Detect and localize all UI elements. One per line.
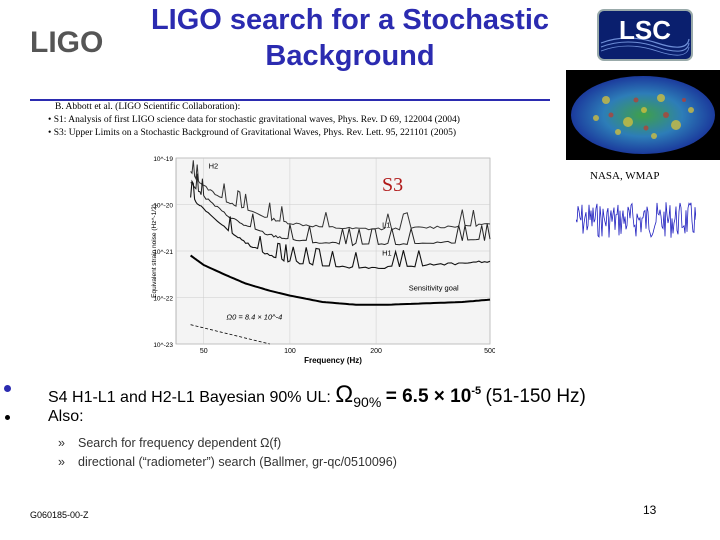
subitem-frequency-dependent: » Search for frequency dependent Ω(f) <box>58 436 281 450</box>
subitem-marker: » <box>58 436 65 450</box>
x-tick-label: 500 <box>484 348 495 355</box>
series-line-0 <box>190 160 491 231</box>
ligo-logo-text: LIGO <box>30 26 103 59</box>
reference-s3: • S3: Upper Limits on a Stochastic Backg… <box>48 128 457 138</box>
series-line-2 <box>190 179 491 269</box>
slide-title: LIGO search for a Stochastic Background <box>120 2 580 74</box>
series-label-4: Ω0 = 8.4 × 10^-4 <box>226 312 282 321</box>
bullet-dot-icon <box>5 415 10 420</box>
noise-time-series <box>576 202 696 238</box>
s3-label: S3 <box>382 174 404 196</box>
wmap-sky-map <box>566 70 720 160</box>
subitem-marker: » <box>58 455 65 469</box>
title-divider <box>30 99 550 101</box>
subitem-text: Search for frequency dependent Ω(f) <box>78 436 282 450</box>
upper-limit-equation: = 6.5 × 10 <box>385 386 472 407</box>
lsc-logo: LSC <box>597 9 693 61</box>
y-tick-label: 10^-23 <box>153 342 173 349</box>
omega-subscript: 90% <box>353 394 382 410</box>
image-credit: NASA, WMAP <box>590 170 660 182</box>
series-line-3 <box>190 254 491 306</box>
y-axis-label: Equivalent strain noise (Hz^-1/2) <box>151 204 158 298</box>
page-number: 13 <box>643 503 657 517</box>
x-tick-label: 200 <box>370 348 382 355</box>
bullet-dot-icon <box>4 385 11 392</box>
series-label-1: L1 <box>382 221 390 230</box>
y-tick-label: 10^-20 <box>153 203 173 210</box>
lsc-logo-text: LSC <box>619 15 671 45</box>
series-line-1 <box>190 173 491 247</box>
bullet-upper-limit-text: S4 H1-L1 and H2-L1 Bayesian 90% UL: Ω90%… <box>48 381 586 410</box>
upper-limit-label: S4 H1-L1 and H2-L1 Bayesian 90% UL: <box>48 389 331 406</box>
x-tick-label: 100 <box>284 348 296 355</box>
y-tick-label: 10^-19 <box>153 156 173 163</box>
strain-noise-chart: 10^-19 10^-20 10^-21 10^-22 10^-23 50 100 200 50… <box>151 156 495 365</box>
subitem-radiometer: » directional (“radiometer”) search (Ball… <box>58 455 397 469</box>
upper-limit-value: = 6.5 × 10-5 <box>385 385 482 407</box>
bullet-also-text: Also: <box>48 408 84 425</box>
x-tick-label: 50 <box>200 348 208 355</box>
upper-limit-exponent: -5 <box>471 385 482 397</box>
ligo-logo: LIGO <box>30 26 103 59</box>
series-label-0: H2 <box>209 161 219 170</box>
series-label-2: H1 <box>382 249 392 258</box>
title-line-2: Background <box>265 40 435 72</box>
omega-symbol: Ω <box>335 381 354 408</box>
frequency-range: (51-150 Hz) <box>485 386 586 407</box>
reference-authors: B. Abbott et al. (LIGO Scientific Collab… <box>55 102 241 112</box>
reference-s1: • S1: Analysis of first LIGO science dat… <box>48 115 460 125</box>
series-label-3: Sensitivity goal <box>409 284 459 293</box>
series-line-4 <box>190 324 270 345</box>
title-line-1: LIGO search for a Stochastic <box>150 4 550 36</box>
subitem-text: directional (“radiometer”) search (Ballm… <box>78 455 397 469</box>
y-tick-label: 10^-22 <box>153 296 173 303</box>
x-axis-label: Frequency (Hz) <box>304 356 362 365</box>
references-block: B. Abbott et al. (LIGO Scientific Collab… <box>48 101 568 140</box>
y-tick-label: 10^-21 <box>153 249 173 256</box>
document-id: G060185-00-Z <box>30 510 89 520</box>
